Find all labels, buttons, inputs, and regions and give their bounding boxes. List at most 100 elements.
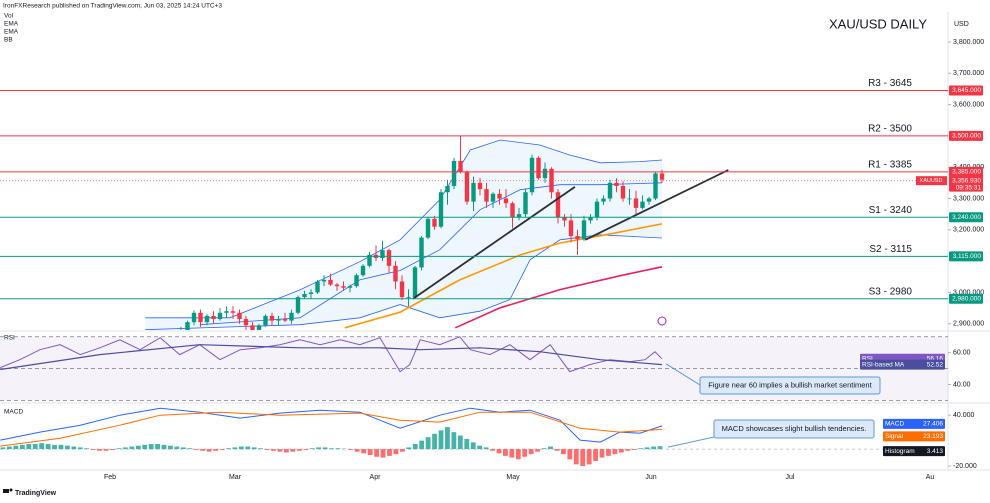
- level-label: R3 - 3645: [868, 78, 912, 89]
- candle-body: [315, 281, 320, 293]
- histogram-bar: [606, 449, 611, 456]
- series-line: [0, 411, 663, 447]
- callout-text: MACD showcases slight bullish tendencies…: [722, 424, 867, 433]
- trendline: [584, 169, 729, 241]
- histogram-bar: [567, 449, 573, 460]
- candle-body: [451, 160, 457, 186]
- pane: [0, 407, 948, 467]
- level-label: S3 - 2980: [869, 286, 913, 297]
- tradingview-logo: TradingView: [3, 488, 57, 497]
- histogram-bar: [39, 443, 45, 450]
- candle-body: [445, 185, 450, 193]
- histogram-bar: [135, 445, 141, 450]
- series-tag-label: Signal: [885, 433, 904, 440]
- histogram-bar: [367, 449, 373, 456]
- series-tag-value: 56.16: [927, 356, 944, 363]
- candle-body: [523, 192, 528, 215]
- callout-connector: [667, 436, 715, 448]
- series-tag-value: 23.193: [923, 433, 943, 440]
- candle-body: [471, 182, 476, 202]
- histogram-bar: [316, 447, 322, 450]
- chart-title: XAU/USD DAILY: [829, 16, 927, 31]
- candle-body: [211, 315, 216, 320]
- level-tag-value: 2,980.000: [952, 295, 981, 302]
- histogram-bar: [264, 449, 270, 450]
- candle-body: [204, 315, 210, 323]
- level-label: R1 - 3385: [868, 160, 912, 171]
- histogram-bar: [32, 444, 38, 450]
- histogram-bar: [309, 448, 315, 450]
- histogram-bar: [174, 446, 180, 450]
- histogram-bar: [573, 449, 579, 465]
- histogram-bar: [387, 449, 392, 456]
- candle-body: [581, 220, 587, 240]
- series-tag: [883, 418, 945, 429]
- candle-body: [217, 312, 223, 320]
- legend-item: BB: [4, 37, 13, 44]
- histogram-bar: [361, 449, 367, 454]
- candle-body: [198, 312, 203, 323]
- histogram-bar: [593, 449, 598, 461]
- level-tag-value: 3,385.000: [952, 169, 981, 176]
- x-tick-label: Au: [926, 474, 935, 481]
- histogram-bar: [238, 446, 244, 450]
- histogram-bar: [432, 433, 437, 450]
- candle-body: [594, 201, 600, 218]
- level-label: S1 - 3240: [869, 205, 913, 216]
- histogram-tag-value: 3.413: [927, 448, 944, 455]
- histogram-bar: [329, 448, 334, 450]
- candle-body: [185, 322, 190, 330]
- histogram-bar: [110, 449, 115, 450]
- candle-body: [237, 312, 242, 320]
- symbol-tag-label: XAUUSD: [920, 178, 943, 184]
- histogram-bar: [251, 447, 257, 450]
- histogram-bar: [657, 446, 663, 450]
- alert-icon: [657, 316, 667, 326]
- histogram-bar: [393, 449, 399, 455]
- histogram-bar: [180, 447, 186, 450]
- candle-body: [354, 275, 359, 287]
- histogram-bar: [548, 446, 553, 450]
- histogram-bar: [65, 445, 70, 450]
- candle-body: [328, 279, 333, 285]
- histogram-bar: [335, 448, 341, 450]
- histogram-bar: [380, 449, 386, 458]
- candle-body: [549, 168, 554, 193]
- candle-body: [308, 292, 314, 294]
- candle-body: [295, 297, 301, 313]
- histogram-bar: [155, 444, 160, 450]
- histogram-tag: [883, 446, 945, 457]
- histogram-bar: [503, 449, 508, 456]
- histogram-bar: [451, 432, 457, 450]
- histogram-bar: [419, 440, 425, 450]
- candle-body: [425, 218, 431, 238]
- candle-body: [263, 315, 268, 326]
- y-tick-label: 3,000.000: [953, 289, 984, 296]
- histogram-bar: [219, 449, 225, 450]
- histogram-bar: [528, 449, 534, 455]
- level-tag-value: 3,645.000: [952, 87, 981, 94]
- candle-body: [464, 171, 470, 202]
- x-tick-label: May: [506, 474, 520, 481]
- countdown: 09:35:31: [956, 184, 982, 191]
- histogram-bar: [651, 446, 656, 450]
- candle-body: [276, 319, 281, 321]
- histogram-tag-label: Histogram: [885, 448, 915, 455]
- histogram-bar: [586, 449, 592, 465]
- band-upper: [145, 139, 663, 319]
- histogram-bar: [161, 444, 167, 450]
- level-tag: [949, 251, 983, 262]
- histogram-bar: [129, 446, 135, 450]
- candle-body: [588, 217, 593, 221]
- level-tag: [949, 85, 983, 96]
- candle-body: [659, 173, 665, 180]
- candle-body: [529, 157, 535, 193]
- histogram-bar: [142, 444, 148, 450]
- candle-body: [627, 198, 632, 200]
- level-tag-value: 3,240.000: [952, 214, 981, 221]
- histogram-bar: [374, 449, 379, 457]
- candle-body: [302, 293, 307, 298]
- histogram-bar: [284, 449, 289, 453]
- candle-body: [601, 198, 606, 202]
- histogram-bar: [496, 449, 502, 454]
